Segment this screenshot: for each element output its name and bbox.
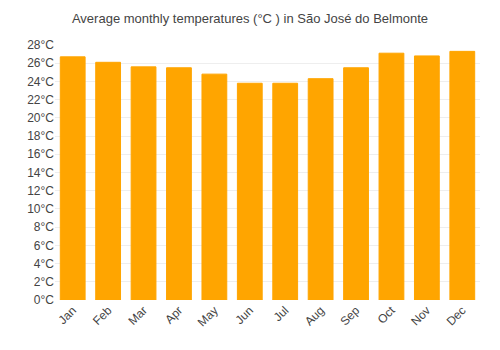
svg-text:28°C: 28°C <box>27 38 54 52</box>
svg-text:18°C: 18°C <box>27 129 54 143</box>
svg-text:26°C: 26°C <box>27 56 54 70</box>
svg-text:6°C: 6°C <box>34 239 54 253</box>
svg-text:Sep: Sep <box>337 303 362 328</box>
svg-text:Aug: Aug <box>302 303 327 328</box>
svg-text:Dec: Dec <box>444 303 469 328</box>
svg-text:Mar: Mar <box>125 303 150 328</box>
svg-text:24°C: 24°C <box>27 75 54 89</box>
svg-text:22°C: 22°C <box>27 93 54 107</box>
svg-text:Nov: Nov <box>408 303 433 328</box>
svg-text:8°C: 8°C <box>34 220 54 234</box>
svg-text:Average monthly temperatures (: Average monthly temperatures (°C ) in Sã… <box>72 11 428 26</box>
svg-text:20°C: 20°C <box>27 111 54 125</box>
svg-text:2°C: 2°C <box>34 275 54 289</box>
svg-text:0°C: 0°C <box>34 293 54 307</box>
svg-text:14°C: 14°C <box>27 166 54 180</box>
svg-text:Oct: Oct <box>375 303 399 327</box>
svg-text:4°C: 4°C <box>34 257 54 271</box>
svg-text:Jul: Jul <box>271 303 292 324</box>
svg-text:Apr: Apr <box>162 303 185 326</box>
svg-text:12°C: 12°C <box>27 184 54 198</box>
svg-text:Feb: Feb <box>90 303 115 328</box>
svg-text:Jan: Jan <box>55 303 79 327</box>
svg-text:Jun: Jun <box>233 303 257 327</box>
svg-text:May: May <box>195 303 221 329</box>
svg-text:10°C: 10°C <box>27 202 54 216</box>
svg-text:16°C: 16°C <box>27 147 54 161</box>
